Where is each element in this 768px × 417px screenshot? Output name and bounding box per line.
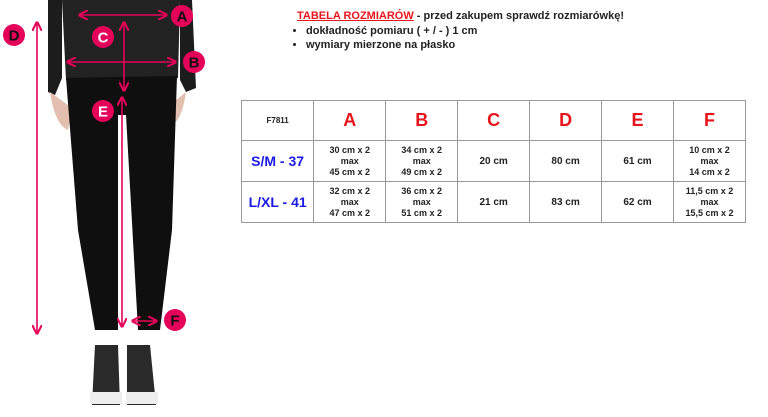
size-label: L/XL - 41 [240, 181, 315, 223]
size-chart-title: TABELA ROZMIARÓW [297, 10, 414, 22]
measurement-line: 36 cm x 2 [401, 185, 442, 196]
badge-e: E [92, 100, 114, 122]
measurement-line: 32 cm x 2 [329, 185, 370, 196]
badge-a: A [171, 5, 193, 27]
measurement-line: max [700, 196, 719, 207]
table-header-row: F7811 A B C D E F [240, 100, 747, 141]
measurement-cell: 10 cm x 2 max 14 cm x 2 [672, 140, 747, 182]
measurement-cell: 21 cm [457, 181, 531, 223]
measurement-cell: 62 cm [601, 181, 674, 223]
measurement-line: 49 cm x 2 [401, 166, 442, 177]
badge-d: D [3, 24, 25, 46]
measurement-line: 21 cm [479, 196, 508, 208]
size-table: F7811 A B C D E F S/M - 37 30 cm x 2 max 45… [240, 100, 747, 223]
measurement-line: 83 cm [551, 196, 580, 208]
measurement-cell: 34 cm x 2 max 49 cm x 2 [385, 140, 459, 182]
note-accuracy: dokładność pomiaru ( + / - ) 1 cm [306, 25, 477, 39]
measurement-line: 30 cm x 2 [329, 144, 370, 155]
measurement-cell: 61 cm [601, 140, 674, 182]
measurement-cell: 80 cm [529, 140, 603, 182]
measurement-line: 47 cm x 2 [329, 207, 370, 218]
measurement-line: max [340, 196, 359, 207]
measurement-line: 62 cm [623, 196, 652, 208]
svg-text:D: D [9, 28, 20, 45]
svg-text:F: F [170, 313, 179, 330]
badge-c: C [92, 26, 114, 48]
column-header: E [601, 100, 674, 141]
badge-b: B [183, 51, 205, 73]
measurement-line: max [340, 155, 359, 166]
column-header: A [313, 100, 387, 141]
table-row: S/M - 37 30 cm x 2 max 45 cm x 2 34 cm x 2 ma… [240, 140, 747, 182]
measurement-line: 45 cm x 2 [329, 166, 370, 177]
column-header: D [529, 100, 603, 141]
note-flat: wymiary mierzone na płasko [306, 39, 477, 53]
measurement-cell: 32 cm x 2 max 47 cm x 2 [313, 181, 387, 223]
column-header: B [385, 100, 459, 141]
measurement-line: 80 cm [551, 155, 580, 167]
svg-text:E: E [98, 104, 108, 121]
size-label: S/M - 37 [240, 140, 315, 182]
measurement-cell: 20 cm [457, 140, 531, 182]
size-chart-subtitle: - przed zakupem sprawdź rozmiarówkę! [413, 10, 624, 22]
measurement-line: 61 cm [623, 155, 652, 167]
measurement-line: 10 cm x 2 [689, 144, 730, 155]
svg-text:A: A [177, 9, 188, 26]
measurement-cell: 30 cm x 2 max 45 cm x 2 [313, 140, 387, 182]
size-chart-heading: TABELA ROZMIARÓW - przed zakupem sprawdź… [297, 10, 624, 22]
product-code: F7811 [240, 100, 315, 141]
column-header: F [672, 100, 747, 141]
measurement-line: 20 cm [479, 155, 508, 167]
svg-text:B: B [189, 55, 200, 72]
badge-f: F [164, 309, 186, 331]
measurement-line: max [700, 155, 719, 166]
measurement-line: 15,5 cm x 2 [685, 207, 734, 218]
measurement-line: 51 cm x 2 [401, 207, 442, 218]
measurement-cell: 83 cm [529, 181, 603, 223]
leggings-measurement-figure: A B C D E F [3, 0, 205, 405]
notes-list: dokładność pomiaru ( + / - ) 1 cm wymiar… [292, 25, 477, 52]
measurement-line: max [412, 196, 431, 207]
column-header: C [457, 100, 531, 141]
measurement-line: 14 cm x 2 [689, 166, 730, 177]
measurement-cell: 36 cm x 2 max 51 cm x 2 [385, 181, 459, 223]
measurement-line: 11,5 cm x 2 [685, 185, 734, 196]
measurement-cell: 11,5 cm x 2 max 15,5 cm x 2 [672, 181, 747, 223]
measurement-line: 34 cm x 2 [401, 144, 442, 155]
measurement-line: max [412, 155, 431, 166]
svg-text:C: C [98, 30, 109, 47]
